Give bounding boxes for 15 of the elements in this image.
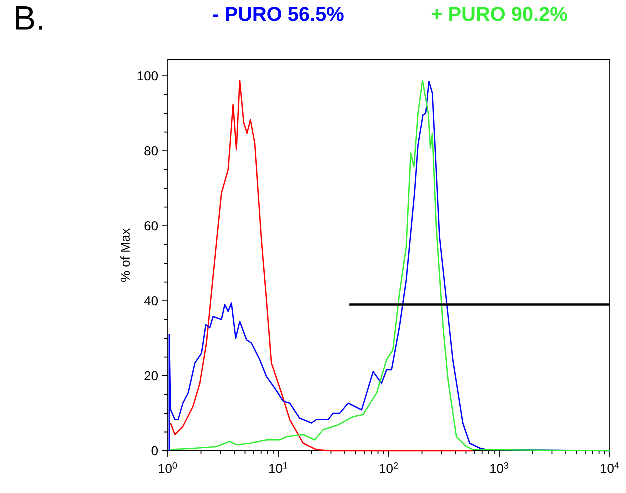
y-axis-title: % of Max: [120, 228, 130, 282]
y-tick-label: 80: [144, 146, 158, 156]
y-tick-label: 100: [138, 72, 158, 81]
text: B.: [16, 6, 42, 30]
x-tick-label: 10$^{2}$: [380, 462, 398, 474]
y-tick-label: 0: [152, 446, 158, 456]
text: + PURO 90.2%: [432, 7, 568, 22]
x-tick-label: 10$^{3}$: [490, 462, 509, 474]
x-tick-label: 10$^{4}$: [601, 462, 620, 474]
y-tick-label: 40: [144, 296, 158, 306]
x-tick-label: 10$^{1}$: [270, 462, 288, 474]
y-tick-label: 20: [144, 371, 158, 381]
x-tick-label: 10$^{0}$: [159, 462, 178, 474]
y-tick-label: 60: [144, 221, 158, 231]
text: - PURO 56.5%: [213, 7, 344, 22]
